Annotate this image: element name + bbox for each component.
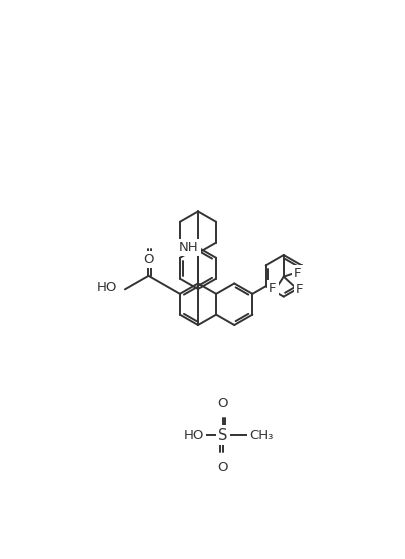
Text: S: S <box>217 428 227 443</box>
Text: HO: HO <box>183 429 204 442</box>
Text: F: F <box>269 282 276 295</box>
Text: O: O <box>217 461 228 473</box>
Text: F: F <box>295 283 302 296</box>
Text: NH: NH <box>179 240 198 254</box>
Text: F: F <box>293 267 301 280</box>
Text: HO: HO <box>96 281 117 294</box>
Text: O: O <box>217 397 228 410</box>
Text: O: O <box>143 253 153 266</box>
Text: CH₃: CH₃ <box>249 429 273 442</box>
